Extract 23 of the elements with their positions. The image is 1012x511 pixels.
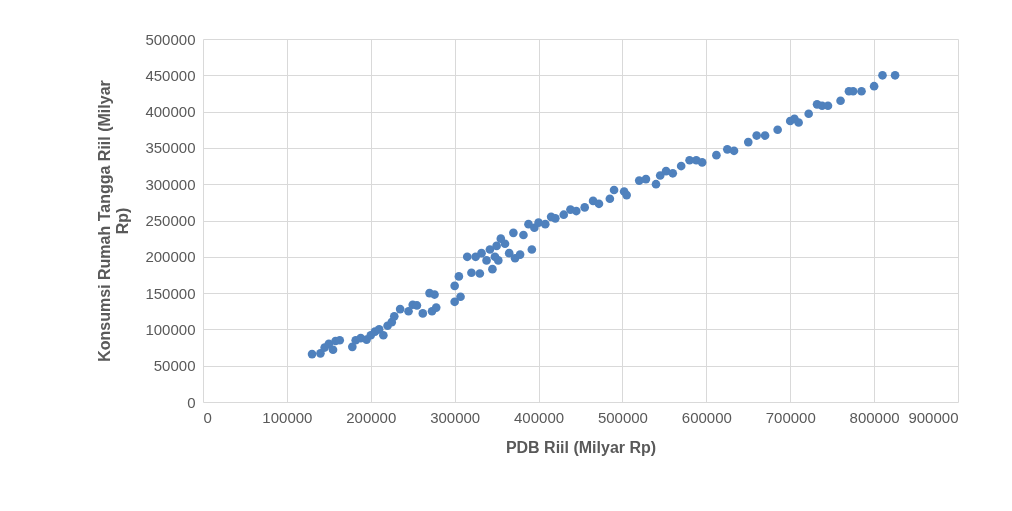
- y-axis-title: Konsumsi Rumah Tangga Riil (Milyar Rp): [96, 80, 132, 362]
- x-axis-title: PDB Riil (Milyar Rp): [505, 438, 657, 456]
- y-tick-label: 150000: [145, 284, 196, 302]
- y-tick-label: 350000: [145, 139, 196, 157]
- x-tick-label: 0: [203, 408, 212, 426]
- y-tick-label: 400000: [145, 103, 196, 121]
- y-tick-label: 50000: [153, 357, 196, 375]
- y-tick-label: 100000: [145, 320, 196, 338]
- x-tick-label: 800000: [849, 408, 900, 426]
- y-tick-label: 300000: [145, 175, 196, 193]
- y-tick-label: 200000: [145, 248, 196, 266]
- x-tick-label: 500000: [597, 408, 648, 426]
- x-tick-label: 400000: [514, 408, 565, 426]
- y-tick-label: 0: [187, 393, 196, 411]
- y-tick-label: 450000: [145, 66, 196, 84]
- x-tick-label: 600000: [681, 408, 732, 426]
- y-tick-label: 250000: [145, 212, 196, 229]
- x-tick-label: 900000: [908, 408, 959, 426]
- x-tick-label: 700000: [765, 408, 816, 426]
- x-tick-label: 100000: [262, 408, 313, 426]
- x-tick-label: 200000: [346, 408, 397, 426]
- y-tick-label: 500000: [145, 30, 196, 48]
- x-tick-label: 300000: [430, 408, 481, 426]
